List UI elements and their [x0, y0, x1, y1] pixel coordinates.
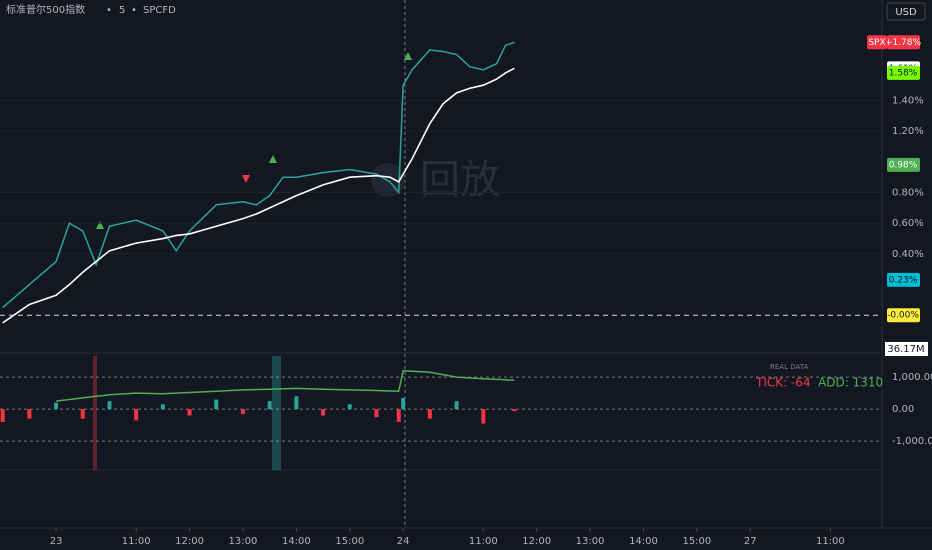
y-tick-label: 0.60%	[892, 218, 924, 229]
x-tick-label: 11:00	[469, 536, 498, 547]
tick-bar	[160, 404, 165, 410]
tick-bar	[347, 404, 352, 410]
x-tick-label: 12:00	[175, 536, 204, 547]
tick-bar	[321, 409, 326, 416]
x-tick-label: 23	[50, 536, 63, 547]
add-readout: ADD: 1310	[818, 376, 883, 390]
volume-label: 36.17M	[887, 344, 924, 355]
signal-up	[96, 221, 104, 229]
x-tick-label: 24	[397, 536, 410, 547]
tick-bar	[80, 409, 85, 419]
signal-up	[404, 52, 412, 60]
price-badge-label: 0.23%	[889, 275, 918, 285]
y-tick-label: 0.00	[892, 404, 914, 415]
indicator-source: REAL DATA	[770, 363, 808, 371]
price-badge	[887, 308, 920, 323]
watermark: 回放	[420, 157, 500, 203]
moving-average	[2, 67, 515, 324]
y-tick-label: 1.40%	[892, 96, 924, 107]
price-badge	[887, 157, 920, 172]
y-tick-label: 1,000.00	[892, 372, 932, 383]
symbol-title: 标准普尔500指数	[6, 3, 85, 16]
separator: •	[131, 5, 137, 16]
x-tick-label: 27	[744, 536, 757, 547]
y-tick-label: -1,000.00	[892, 436, 932, 447]
price-badge	[887, 65, 920, 80]
tick-readout: TICK: -64	[755, 376, 811, 390]
price-badge	[887, 272, 920, 287]
separator: •	[106, 5, 112, 16]
volume-badge	[885, 342, 928, 356]
x-tick-label: 14:00	[282, 536, 311, 547]
tick-bar	[107, 401, 112, 410]
tick-bar	[427, 409, 432, 419]
tick-bar	[54, 402, 59, 410]
tick-bar	[454, 401, 459, 410]
tick-bar	[294, 396, 299, 410]
tick-bar	[214, 399, 219, 410]
x-tick-label: 11:00	[816, 536, 845, 547]
tick-bar	[401, 397, 406, 410]
x-tick-label: 11:00	[122, 536, 151, 547]
x-tick-label: 12:00	[522, 536, 551, 547]
price-line	[55, 369, 515, 402]
price-badge-label: 0.98%	[889, 160, 918, 170]
tick-bar	[481, 409, 486, 424]
tick-bar	[512, 409, 517, 412]
y-tick-label: 1.20%	[892, 126, 924, 137]
x-tick-label: 13:00	[229, 536, 258, 547]
interval: 5	[119, 5, 125, 16]
symbol-badge	[867, 35, 887, 50]
x-tick-label: 15:00	[682, 536, 711, 547]
tick-bar	[134, 409, 139, 421]
tick-bar	[187, 409, 192, 416]
signal-down	[242, 175, 250, 183]
tick-bar	[374, 409, 379, 418]
price-badge-label: 1.58%	[889, 68, 918, 78]
signal-up	[269, 155, 277, 163]
y-tick-label: 0.40%	[892, 249, 924, 260]
source: SPCFD	[143, 5, 176, 16]
x-tick-label: 13:00	[576, 536, 605, 547]
y-tick-label: 0.80%	[892, 188, 924, 199]
tick-bar	[0, 409, 5, 422]
x-tick-label: 14:00	[629, 536, 658, 547]
symbol-badge-label: SPX	[868, 38, 885, 48]
x-tick-label: 15:00	[335, 536, 364, 547]
currency-button[interactable]	[886, 2, 926, 21]
price-line	[2, 41, 515, 309]
highlight-bar	[272, 356, 281, 470]
price-badge-label: +1.78%	[885, 38, 922, 48]
tick-bar	[240, 409, 245, 414]
price-badge	[887, 35, 920, 50]
tick-bar	[27, 409, 32, 419]
tick-bar	[267, 401, 272, 410]
price-badge-label: -0.00%	[887, 311, 919, 321]
currency-label[interactable]: USD	[895, 7, 917, 18]
highlight-bar	[93, 356, 97, 470]
tick-bar	[396, 409, 401, 422]
